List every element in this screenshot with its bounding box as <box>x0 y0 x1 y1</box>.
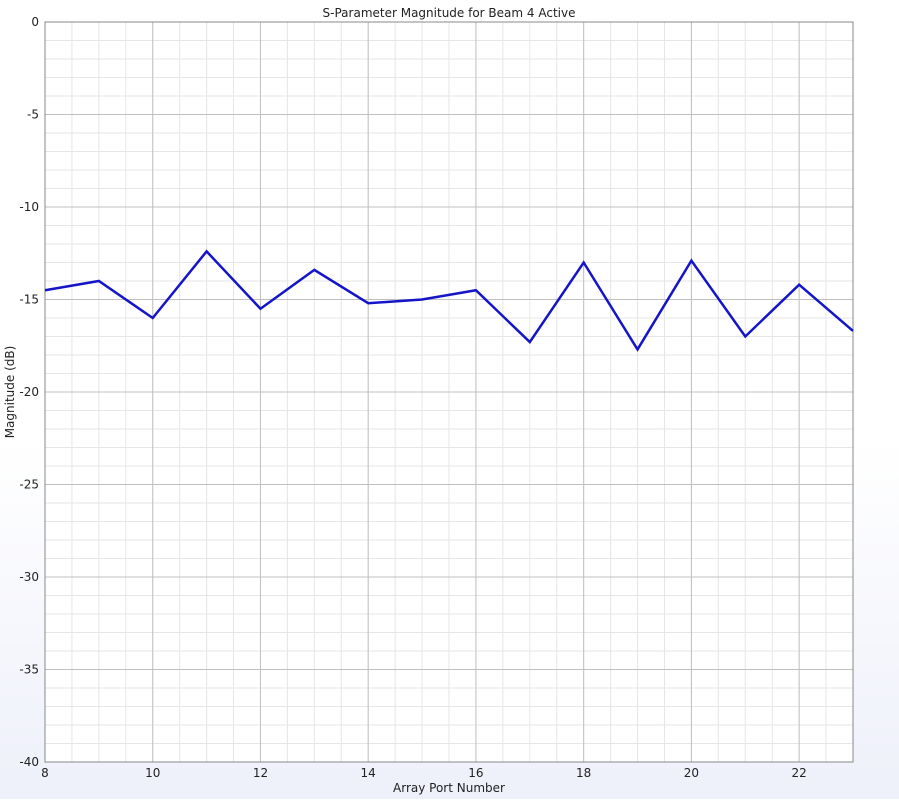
y-tick-labels: 0 -5 -10 -15 -20 -25 -30 -35 -40 <box>19 15 39 769</box>
y-tick-label: -40 <box>19 755 39 769</box>
y-tick-label: -35 <box>19 663 39 677</box>
chart-title: S-Parameter Magnitude for Beam 4 Active <box>323 6 576 20</box>
x-axis-title: Array Port Number <box>393 781 505 795</box>
y-tick-label: -30 <box>19 570 39 584</box>
y-tick-label: -20 <box>19 385 39 399</box>
x-tick-label: 14 <box>361 766 376 780</box>
y-tick-label: -5 <box>27 108 39 122</box>
y-tick-label: -25 <box>19 478 39 492</box>
x-tick-label: 12 <box>253 766 268 780</box>
x-tick-label: 20 <box>684 766 699 780</box>
y-tick-label: -10 <box>19 200 39 214</box>
x-tick-label: 10 <box>145 766 160 780</box>
x-tick-label: 18 <box>576 766 591 780</box>
y-tick-label: -15 <box>19 293 39 307</box>
y-tick-label: 0 <box>31 15 39 29</box>
x-tick-labels: 8 10 12 14 16 18 20 22 <box>41 766 807 780</box>
x-tick-label: 16 <box>468 766 483 780</box>
y-axis-title: Magnitude (dB) <box>3 346 17 439</box>
x-tick-label: 22 <box>791 766 806 780</box>
x-tick-label: 8 <box>41 766 49 780</box>
